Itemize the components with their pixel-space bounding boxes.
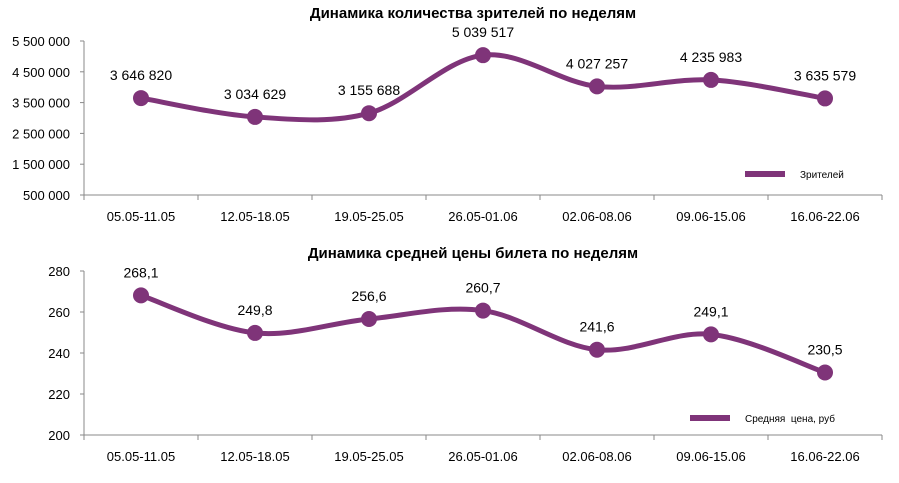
y-tick-label: 5 500 000: [12, 34, 70, 49]
chart-2: Динамика средней цены билета по неделям 2…: [48, 245, 883, 464]
data-point: [475, 47, 491, 64]
data-label: 241,6: [579, 319, 614, 335]
data-label: 5 039 517: [452, 24, 514, 40]
x-tick-label: 02.06-08.06: [562, 449, 631, 464]
data-point: [817, 364, 833, 381]
data-point: [133, 287, 149, 304]
x-tick-label: 26.05-01.06: [448, 449, 517, 464]
data-label: 3 635 579: [794, 67, 856, 83]
legend-swatch: [690, 415, 730, 421]
legend-label: Средняя цена, руб: [745, 413, 835, 425]
data-point: [589, 78, 605, 95]
x-tick-label: 02.06-08.06: [562, 209, 631, 224]
x-tick-label: 05.05-11.05: [107, 449, 175, 464]
data-point: [703, 71, 719, 88]
x-tick-label: 12.05-18.05: [220, 209, 289, 224]
data-point: [817, 90, 833, 107]
data-label: 249,8: [237, 302, 272, 318]
data-point: [589, 341, 605, 358]
y-tick-label: 200: [48, 428, 70, 443]
x-tick-label: 19.05-25.05: [334, 209, 403, 224]
x-tick-label: 05.05-11.05: [107, 209, 175, 224]
chart-1: Динамика количества зрителей по неделям 5…: [12, 5, 883, 224]
data-label: 3 034 629: [224, 86, 286, 102]
x-tick-label: 19.05-25.05: [334, 449, 403, 464]
data-point: [475, 302, 491, 319]
data-label: 256,6: [351, 288, 386, 304]
x-tick-label: 16.06-22.06: [790, 209, 859, 224]
data-point: [133, 90, 149, 107]
y-tick-label: 1 500 000: [12, 157, 70, 172]
x-tick-label: 16.06-22.06: [790, 449, 859, 464]
data-label: 4 027 257: [566, 55, 628, 71]
legend-swatch: [745, 171, 785, 177]
x-tick-label: 26.05-01.06: [448, 209, 517, 224]
legend-label: Зрителей: [800, 170, 844, 181]
data-point: [361, 105, 377, 122]
data-label: 268,1: [123, 264, 158, 280]
x-tick-label: 09.06-15.06: [676, 209, 745, 224]
y-tick-label: 3 500 000: [12, 96, 70, 111]
y-tick-label: 280: [48, 264, 70, 279]
chart-title: Динамика средней цены билета по неделям: [308, 245, 638, 262]
data-label: 4 235 983: [680, 49, 742, 65]
data-label: 3 646 820: [110, 67, 172, 83]
data-label: 3 155 688: [338, 82, 400, 98]
y-tick-label: 260: [48, 305, 70, 320]
data-point: [247, 324, 263, 341]
y-tick-label: 500 000: [23, 188, 70, 203]
y-tick-label: 2 500 000: [12, 126, 70, 141]
data-label: 260,7: [465, 280, 500, 296]
chart-title: Динамика количества зрителей по неделям: [310, 5, 636, 22]
data-point: [247, 108, 263, 125]
data-point: [703, 326, 719, 343]
y-tick-label: 220: [48, 387, 70, 402]
y-tick-label: 4 500 000: [12, 65, 70, 80]
x-tick-label: 12.05-18.05: [220, 449, 289, 464]
data-label: 230,5: [807, 341, 842, 357]
y-tick-label: 240: [48, 346, 70, 361]
data-point: [361, 310, 377, 327]
data-label: 249,1: [693, 303, 728, 319]
x-tick-label: 09.06-15.06: [676, 449, 745, 464]
